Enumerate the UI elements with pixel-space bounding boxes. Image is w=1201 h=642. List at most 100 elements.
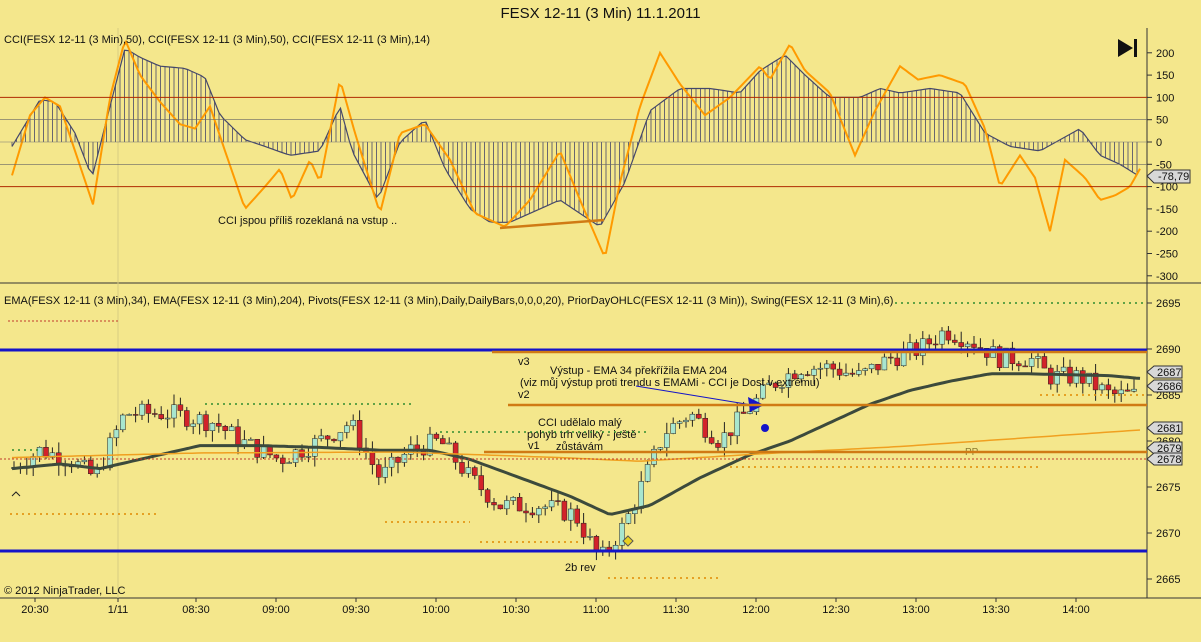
candle-bear <box>926 338 932 345</box>
candle-bear <box>43 447 49 458</box>
candle-bull <box>1131 388 1137 392</box>
candle-bull <box>798 374 804 380</box>
candle-bear <box>414 444 420 450</box>
time-tick-label: 12:00 <box>742 604 770 616</box>
price-tag-box <box>1146 365 1183 379</box>
time-tick-label: 11:30 <box>663 604 690 616</box>
candle-bull <box>657 447 664 450</box>
candle-bear <box>472 467 478 476</box>
candle-bear <box>132 414 139 416</box>
price-panel <box>0 285 1201 596</box>
time-tick-label: 11:00 <box>583 604 610 616</box>
candle-bull <box>49 452 56 458</box>
candle-bear <box>452 442 459 463</box>
candle-bull <box>536 508 542 516</box>
candle-bull <box>107 437 113 469</box>
price-tick-label: 2665 <box>1156 574 1180 586</box>
time-tick-label: 10:00 <box>422 604 450 616</box>
time-tick-label: 13:30 <box>982 604 1010 616</box>
candle-bull <box>843 372 849 376</box>
candle-bear <box>145 403 152 414</box>
candle-bear <box>945 330 952 341</box>
cci-tick-label: -200 <box>1156 226 1178 238</box>
price-tag-value: 2681 <box>1157 423 1181 435</box>
time-tick-label: 08:30 <box>182 604 210 616</box>
candle-bear <box>235 426 241 447</box>
candle-bull <box>510 497 516 501</box>
price-tick-label: 2685 <box>1156 390 1180 402</box>
candle-bull <box>382 466 388 478</box>
candle-bear <box>484 489 491 503</box>
candle-bull <box>427 433 433 456</box>
candle-bull <box>190 423 196 427</box>
candle-bear <box>216 423 222 427</box>
cci-panel <box>0 28 1201 282</box>
entry-marker <box>622 535 634 547</box>
candle-bull <box>446 442 452 445</box>
candle-bull <box>209 423 216 431</box>
candle-bull <box>113 429 120 439</box>
candle-bear <box>1048 367 1054 385</box>
candle-bear <box>792 373 798 380</box>
candle-bear <box>772 382 779 388</box>
candle-bull <box>344 425 350 433</box>
candle-bear <box>254 439 260 458</box>
candle-bull <box>676 421 683 424</box>
candle-bear <box>433 433 440 439</box>
candle-bear <box>952 339 958 343</box>
candle-bull <box>862 368 868 371</box>
price-tick-label: 2670 <box>1156 528 1180 540</box>
candle-bull <box>120 414 126 431</box>
candle-bear <box>1105 384 1112 391</box>
play-end-icon[interactable] <box>1118 39 1137 57</box>
candle-bear <box>478 475 484 491</box>
candle-bull <box>587 536 593 538</box>
candle-bull <box>36 447 43 457</box>
candle-bear <box>529 512 536 516</box>
candle-bear <box>152 413 158 415</box>
candle-bull <box>644 464 651 482</box>
cci-tick-label: -100 <box>1156 182 1178 194</box>
candle-bear <box>203 414 209 431</box>
candle-bear <box>555 500 561 502</box>
time-tick-label: 09:00 <box>262 604 290 616</box>
candle-bull <box>568 508 574 521</box>
time-tick-label: 12:30 <box>822 604 850 616</box>
exit-note-line2: (viz můj výstup proti trendu s EMAMi - C… <box>520 377 820 389</box>
candle-bear <box>875 364 881 371</box>
cci-tick-label: -50 <box>1156 159 1172 171</box>
price-tick-label: 2675 <box>1156 482 1180 494</box>
candle-bull <box>964 343 971 347</box>
cci-tick-label: 200 <box>1156 48 1174 60</box>
candle-bear <box>158 414 164 419</box>
label-v2: v2 <box>518 389 530 401</box>
cci-50-line <box>11 49 1138 226</box>
candle-bear <box>184 410 190 427</box>
candle-bear <box>523 510 529 514</box>
candle-bull <box>171 404 177 419</box>
candle-bear <box>932 343 939 346</box>
candle-bear <box>440 438 446 445</box>
candle-bull <box>766 382 772 385</box>
candle-bear <box>497 504 504 510</box>
candle-bull <box>619 523 625 546</box>
candle-bull <box>881 356 888 371</box>
cci-tick-label: 50 <box>1156 115 1168 127</box>
cci-current-value: -78,79 <box>1158 171 1189 183</box>
candle-bull <box>920 338 926 356</box>
candle-bear <box>1080 370 1086 384</box>
cci-current-tag <box>1146 169 1191 184</box>
price-tag-box <box>1146 452 1183 466</box>
candle-bear <box>273 454 280 459</box>
candle-bull <box>350 420 356 427</box>
candle-bull <box>292 449 299 463</box>
candle-bear <box>804 374 811 376</box>
cci-legend: CCI(FESX 12-11 (3 Min),50), CCI(FESX 12-… <box>4 34 430 46</box>
cci-tick-label: -250 <box>1156 249 1178 261</box>
candle-bull <box>548 500 555 508</box>
candle-bear <box>331 438 337 442</box>
candle-bear <box>561 500 568 521</box>
candle-bull <box>785 373 792 388</box>
time-tick-label: 1/11 <box>108 604 129 616</box>
